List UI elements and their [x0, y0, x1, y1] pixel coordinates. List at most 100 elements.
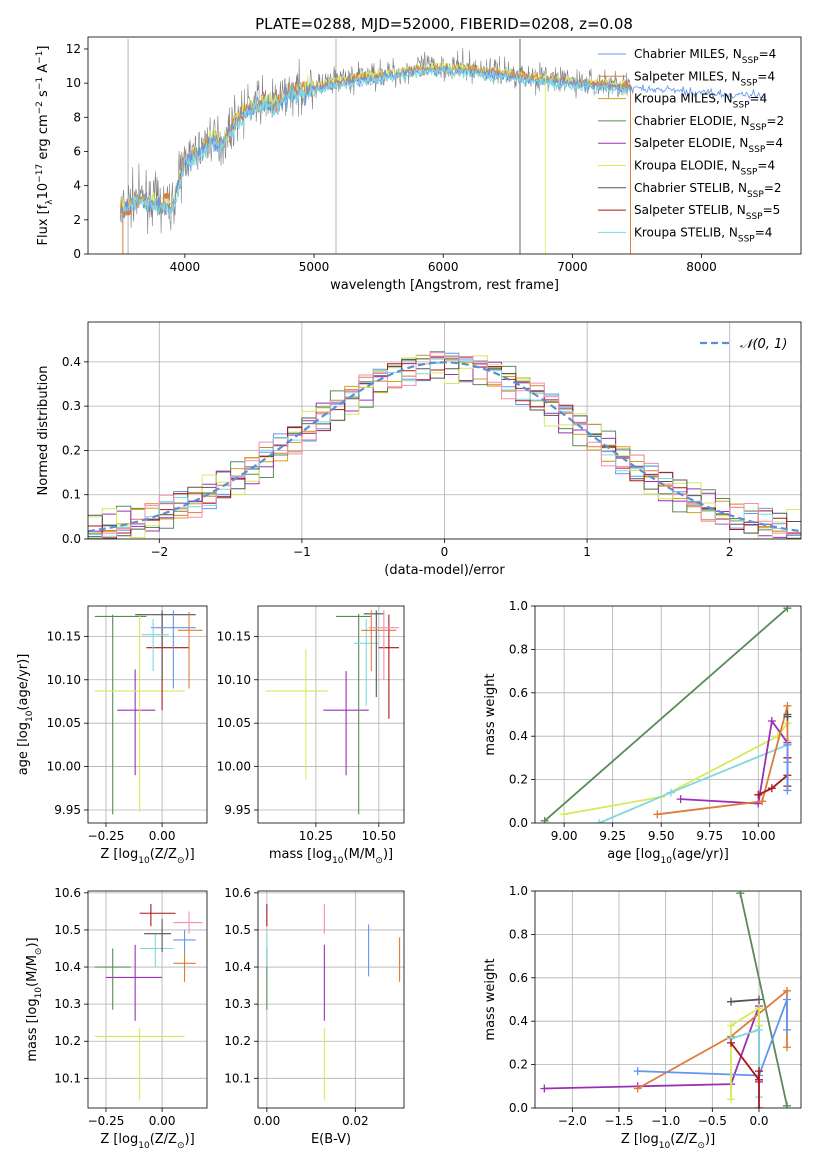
- label-part: Kroupa STELIB, N: [634, 225, 738, 239]
- label-part: SSP: [742, 56, 759, 66]
- errorbar-point: [94, 614, 147, 815]
- label-part: A: [36, 64, 51, 77]
- y-tick-label: 0.3: [62, 399, 81, 413]
- errorbar-point: [94, 1028, 185, 1101]
- weight-marker: [727, 1095, 735, 1104]
- errorbar-point: [117, 669, 156, 776]
- spectrum-plot-area: [119, 38, 767, 254]
- x-tick-label: 0: [441, 545, 449, 559]
- weight-marker: [783, 986, 791, 995]
- errorbar-point: [144, 918, 172, 953]
- y-tick-label: 10.15: [47, 629, 81, 643]
- errorbar-point: [141, 619, 169, 672]
- y-tick-label: 9.95: [224, 803, 251, 817]
- weight-marker: [783, 786, 792, 795]
- y-tick-label: 10.4: [224, 960, 251, 974]
- weight-marker: [727, 1038, 735, 1047]
- label-part: (Z/Z: [670, 1132, 697, 1147]
- y-tick-label: 6: [73, 144, 81, 158]
- label-part: SSP: [738, 234, 755, 244]
- y-tick-label: 12: [66, 42, 81, 56]
- label-part: mass [log: [269, 847, 332, 862]
- weight-marker: [783, 701, 792, 710]
- label-part: SSP: [733, 101, 750, 111]
- label-part: SSP: [746, 212, 763, 222]
- label-part: ⊙: [34, 948, 44, 956]
- weight-marker: [783, 1025, 791, 1034]
- y-tick-label: 0.4: [62, 355, 81, 369]
- y-tick-label: 10.15: [217, 629, 251, 643]
- label-part: =2: [764, 181, 782, 195]
- label-part: SSP: [750, 123, 767, 133]
- label-part: =4: [765, 136, 783, 150]
- weight-marker: [666, 788, 675, 797]
- weight-marker: [783, 740, 792, 749]
- label-part: =4: [755, 225, 773, 239]
- weight-marker: [755, 1025, 763, 1034]
- axes-frame: [87, 605, 208, 824]
- errorbar-point: [336, 613, 372, 815]
- label-part: −2: [35, 101, 45, 114]
- weight_vs_age-axes: 9.00 9.25 9.50 9.75 10.00 0.0 0.2 0.4 0.6 0.8 1.0 a…: [483, 599, 802, 866]
- weight-marker: [633, 1067, 642, 1076]
- label-part: mass [log: [25, 998, 40, 1061]
- x-tick-label: 9.25: [599, 829, 626, 843]
- x-tick-label: 10.50: [362, 829, 396, 843]
- weight-marker: [783, 758, 792, 767]
- y-tick-label: 0.0: [62, 532, 81, 546]
- label-part: 10: [25, 710, 35, 722]
- x-tick-label: 1: [583, 545, 591, 559]
- y-axis-label: mass weight: [483, 958, 498, 1040]
- weight-marker: [783, 1043, 791, 1052]
- label-part: Z [log: [100, 847, 138, 862]
- weight-marker: [755, 1004, 763, 1013]
- x-tick-label: 9.50: [648, 829, 675, 843]
- residuals-plot-area: [88, 322, 801, 539]
- label-part: Chabrier STELIB, N: [634, 181, 747, 195]
- x-tick-label: 6000: [428, 260, 459, 274]
- legend-entry: Chabrier ELODIE, NSSP=2: [634, 114, 784, 133]
- y-tick-label: 0.2: [62, 443, 81, 457]
- y-tick-label: 0.1: [62, 488, 81, 502]
- weight-series: [598, 714, 789, 823]
- label-part: )]: [185, 1132, 195, 1147]
- weight-marker: [755, 1067, 763, 1076]
- weight_vs_age-plot-area: [535, 606, 801, 823]
- label-part: (M/M: [25, 955, 40, 987]
- label-part: λ: [45, 199, 55, 205]
- weight-marker: [540, 1084, 549, 1093]
- model-point: [125, 210, 131, 216]
- label-part: =4: [757, 159, 775, 173]
- x-tick-label: 7000: [557, 260, 588, 274]
- label-part: (M/M: [344, 847, 376, 862]
- weight-marker: [540, 816, 549, 823]
- x-tick-label: 0.00: [253, 1114, 280, 1128]
- y-tick-label: 0.6: [509, 686, 528, 700]
- legend-entry: Salpeter MILES, NSSP=4: [634, 69, 775, 88]
- x-tick-label: −1.5: [604, 1114, 633, 1128]
- errorbar-point: [173, 911, 203, 934]
- label-part: 10: [332, 856, 344, 866]
- weight-series: [544, 607, 788, 822]
- label-part: )]: [705, 1132, 715, 1147]
- errorbar-point: [139, 933, 174, 968]
- y-tick-label: 1.0: [509, 884, 528, 898]
- legend-entry: Salpeter STELIB, NSSP=5: [634, 203, 780, 222]
- weight_vs_Z-axes: −2.0 −1.5 −1.0 −0.5 0.0 0.0 0.2 0.4 0.6 0.8 1.0 Z […: [483, 884, 802, 1151]
- label-part: (age/yr)]: [16, 654, 31, 711]
- label-part: (Z/Z: [150, 847, 177, 862]
- y-tick-label: 8: [73, 110, 81, 124]
- legend-entry: Kroupa ELODIE, NSSP=4: [634, 159, 775, 178]
- y-tick-label: 0.2: [509, 1058, 528, 1072]
- label-part: Z [log: [100, 1132, 138, 1147]
- errorbar-point: [150, 610, 196, 689]
- errorbar-point: [323, 671, 369, 776]
- x-axis-label: mass [log10(M/M⊙)]: [269, 847, 393, 866]
- y-tick-label: 0.2: [509, 773, 528, 787]
- x-axis-label: age [log10(age/yr)]: [607, 847, 729, 866]
- errorbar-point: [353, 619, 379, 706]
- y-tick-label: 0.8: [509, 927, 528, 941]
- weight-marker: [755, 995, 763, 1004]
